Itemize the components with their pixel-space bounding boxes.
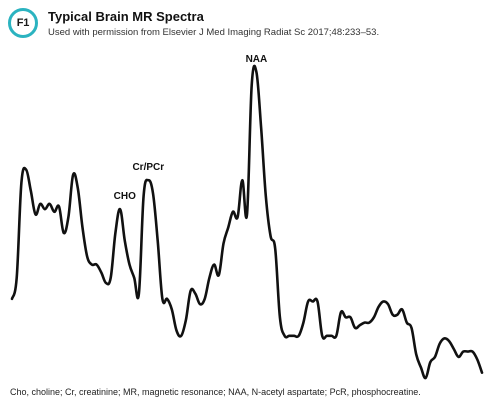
figure-badge: F1 xyxy=(8,8,38,38)
series-layer xyxy=(10,64,484,380)
peak-label-cr-pcr: Cr/PCr xyxy=(132,162,164,173)
figure-badge-label: F1 xyxy=(16,17,30,29)
figure-subtitle: Used with permission from Elsevier J Med… xyxy=(48,27,380,38)
figure-title: Typical Brain MR Spectra xyxy=(48,9,204,24)
spectrum-line-0 xyxy=(10,64,484,380)
peak-label-naa: NAA xyxy=(246,54,268,65)
peak-label-cho: CHO xyxy=(114,191,136,202)
figure-caption: Cho, choline; Cr, creatinine; MR, magnet… xyxy=(10,387,421,397)
annotation-layer: CHO Cr/PCr NAA xyxy=(114,54,268,202)
